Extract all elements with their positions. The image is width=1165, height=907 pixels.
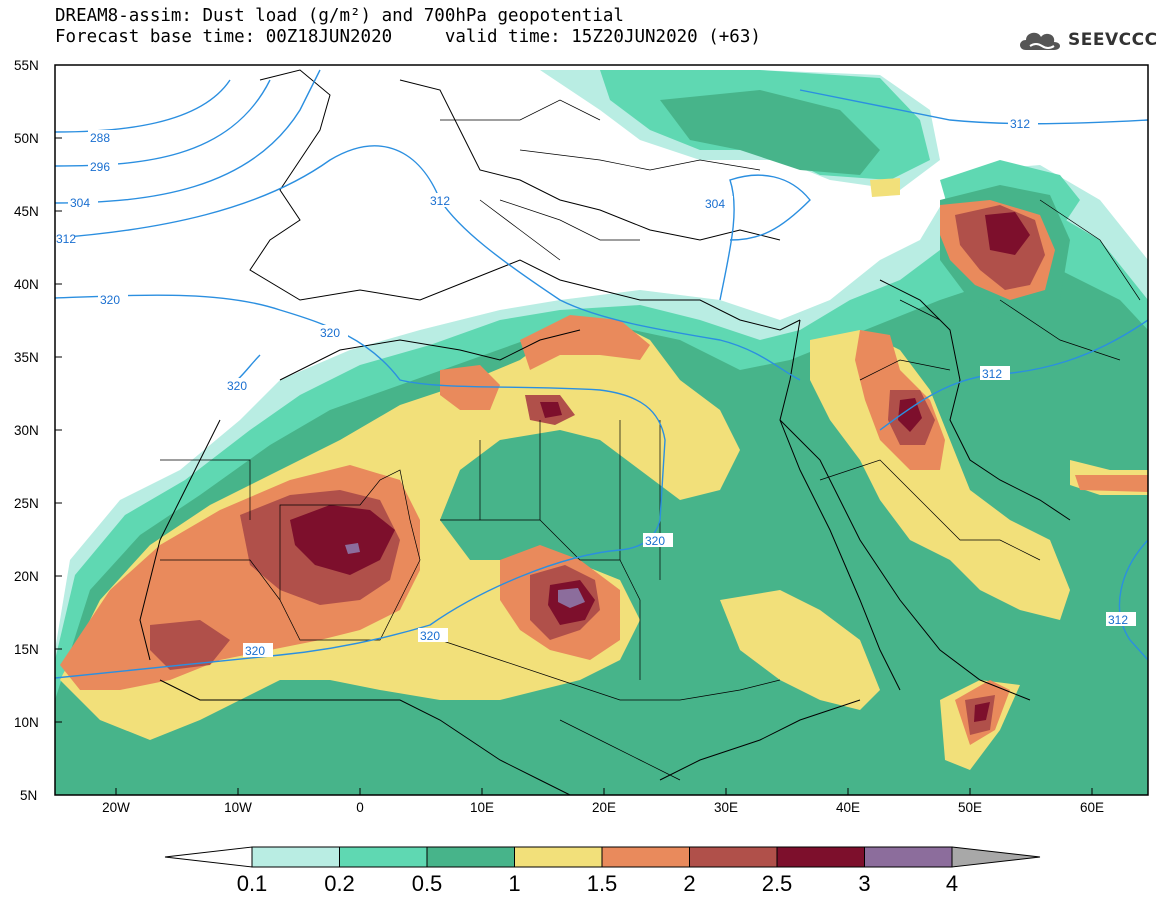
svg-text:320: 320 xyxy=(645,534,665,548)
svg-text:288: 288 xyxy=(90,131,110,145)
lat-label: 40N xyxy=(14,277,39,292)
colorbar-tick: 2 xyxy=(683,871,695,896)
contour-label: 320 xyxy=(418,628,448,643)
lon-label: 50E xyxy=(958,800,982,815)
lon-label: 10W xyxy=(224,800,252,815)
lon-label: 40E xyxy=(836,800,860,815)
svg-text:304: 304 xyxy=(705,197,725,211)
lon-label: 20W xyxy=(102,800,130,815)
colorbar-tick: 0.2 xyxy=(324,871,355,896)
svg-text:312: 312 xyxy=(1010,117,1030,131)
lat-label: 20N xyxy=(14,569,39,584)
svg-text:320: 320 xyxy=(320,326,340,340)
colorbar-tick: 1.5 xyxy=(587,871,618,896)
contour-label: 320 xyxy=(243,643,273,658)
title-line-2: Forecast base time: 00Z18JUN2020 valid t… xyxy=(55,27,761,47)
lat-label: 15N xyxy=(14,642,39,657)
lat-label: 35N xyxy=(14,350,39,365)
lon-label: 30E xyxy=(714,800,738,815)
lat-label: 50N xyxy=(14,131,39,146)
contour-label: 320 xyxy=(225,378,255,393)
contour-label: 320 xyxy=(643,533,673,548)
contour-label: 312 xyxy=(55,231,76,246)
svg-text:312: 312 xyxy=(56,232,76,246)
svg-text:312: 312 xyxy=(1108,613,1128,627)
contour-label: 312 xyxy=(1106,612,1136,627)
seevccc-logo: SEEVCCC xyxy=(1016,26,1158,56)
colorbar-tick: 0.5 xyxy=(412,871,443,896)
svg-text:320: 320 xyxy=(100,293,120,307)
lon-label: 20E xyxy=(592,800,616,815)
lon-label: 0 xyxy=(356,800,364,815)
contour-labels: 288 296 304 312 320 320 320 312 304 320 … xyxy=(55,116,1136,658)
colorbar-segment xyxy=(601,846,690,868)
colorbar-tick: 2.5 xyxy=(762,871,793,896)
svg-text:304: 304 xyxy=(70,196,90,210)
lat-label: 45N xyxy=(14,204,39,219)
colorbar-segment xyxy=(864,846,953,868)
lat-label: 55N xyxy=(14,58,39,73)
colorbar-segment xyxy=(514,846,603,868)
contour-label: 320 xyxy=(318,325,348,340)
lon-labels: 20W 10W 0 10E 20E 30E 40E 50E 60E xyxy=(102,800,1104,815)
colorbar-segment xyxy=(339,846,428,868)
colorbar-tick: 1 xyxy=(508,871,520,896)
lat-labels: 55N 50N 45N 40N 35N 30N 25N 20N 15N 10N … xyxy=(14,58,39,803)
lon-label: 10E xyxy=(470,800,494,815)
colorbar-segment xyxy=(689,846,778,868)
contour-label: 304 xyxy=(68,195,98,210)
contour-label: 296 xyxy=(88,159,118,174)
svg-text:320: 320 xyxy=(420,629,440,643)
colorbar-tick: 3 xyxy=(858,871,870,896)
logo-text: SEEVCCC xyxy=(1068,30,1158,50)
svg-text:320: 320 xyxy=(227,379,247,393)
svg-text:312: 312 xyxy=(430,194,450,208)
svg-text:312: 312 xyxy=(982,367,1002,381)
colorbar-segment xyxy=(251,846,340,868)
contour-label: 312 xyxy=(428,193,458,208)
contour-label: 320 xyxy=(98,292,128,307)
colorbar-tick: 0.1 xyxy=(237,871,268,896)
country-borders xyxy=(160,99,1141,781)
map-title: DREAM8-assim: Dust load (g/m²) and 700hP… xyxy=(55,6,915,48)
coastlines xyxy=(139,69,1071,795)
title-line-1: DREAM8-assim: Dust load (g/m²) and 700hP… xyxy=(55,6,624,26)
colorbar-segment xyxy=(776,846,865,868)
contour-label: 312 xyxy=(1008,116,1038,131)
contour-label: 312 xyxy=(980,366,1010,381)
lat-label: 5N xyxy=(20,788,37,803)
colorbar-tick: 4 xyxy=(946,871,958,896)
svg-text:296: 296 xyxy=(90,160,110,174)
colorbar: 0.1 0.2 0.5 1 1.5 2 2.5 3 4 xyxy=(164,846,1041,896)
dust-layer-3 xyxy=(345,543,585,608)
colorbar-min-arrow xyxy=(164,846,253,868)
lat-axis xyxy=(55,64,62,796)
contour-label: 288 xyxy=(88,130,118,145)
svg-text:320: 320 xyxy=(245,644,265,658)
cloud-icon xyxy=(1020,32,1060,50)
lat-label: 10N xyxy=(14,715,39,730)
lon-axis xyxy=(115,788,1093,795)
colorbar-max-arrow xyxy=(951,846,1041,868)
geopotential-contours xyxy=(55,69,1148,679)
map-area: 288 296 304 312 320 320 320 312 304 320 … xyxy=(55,65,1148,795)
lat-label: 30N xyxy=(14,423,39,438)
lat-label: 25N xyxy=(14,496,39,511)
contour-label: 304 xyxy=(703,196,733,211)
lon-label: 60E xyxy=(1080,800,1104,815)
colorbar-segment xyxy=(426,846,515,868)
